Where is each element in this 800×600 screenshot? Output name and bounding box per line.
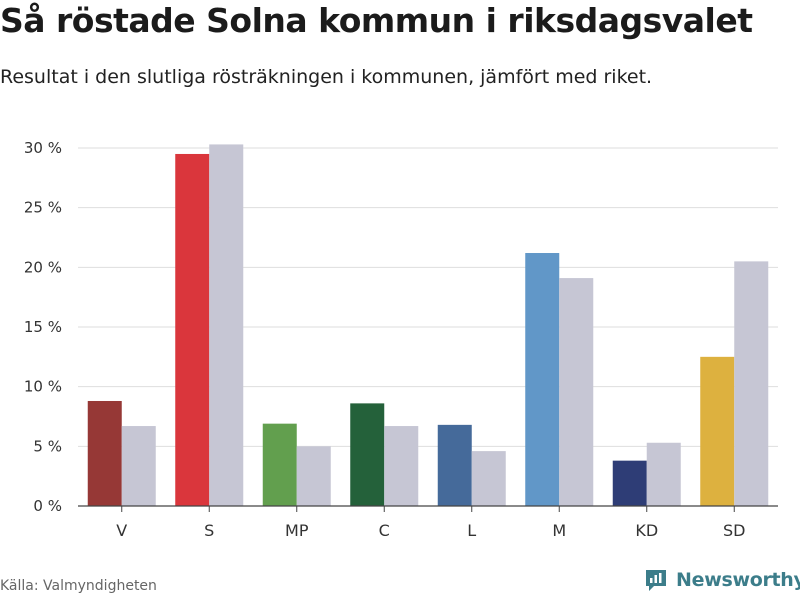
page-title: Så röstade Solna kommun i riksdagsvalet [0, 1, 753, 40]
x-tick-label: SD [723, 521, 745, 540]
brand-name: Newsworthy [676, 569, 800, 591]
bar-kommun-sd[interactable] [700, 356, 735, 506]
x-tick-label: M [552, 521, 566, 540]
bar-kommun-m[interactable] [525, 253, 560, 506]
y-tick-label: 15 % [24, 318, 62, 336]
bar-kommun-kd[interactable] [612, 460, 647, 506]
brand-logo[interactable]: Newsworthy [644, 568, 800, 592]
y-tick-label: 25 % [24, 199, 62, 217]
bar-riket-m[interactable] [559, 278, 594, 506]
bar-kommun-mp[interactable] [262, 423, 297, 506]
x-tick-label: S [204, 521, 214, 540]
y-tick-label: 10 % [24, 378, 62, 396]
chart-axis: 0 % 5 % 10 % 15 % 20 % 25 % 30 % V S MP C L M KD SD [24, 139, 778, 540]
x-tick-label: KD [635, 521, 658, 540]
chart-bars [87, 144, 769, 507]
chart-subtitle: Resultat i den slutliga rösträkningen i … [0, 66, 653, 88]
bar-kommun-s[interactable] [175, 153, 210, 506]
y-tick-label: 0 % [33, 497, 62, 515]
bar-kommun-c[interactable] [350, 403, 385, 506]
newsworthy-logo-icon [646, 570, 666, 591]
bar-riket-c[interactable] [384, 426, 419, 506]
y-tick-label: 5 % [33, 437, 62, 455]
x-tick-label: L [467, 521, 476, 540]
bar-riket-sd[interactable] [734, 261, 769, 506]
bar-chart: 0 % 5 % 10 % 15 % 20 % 25 % 30 % V S MP C L M KD SD [24, 139, 778, 540]
bar-riket-v[interactable] [121, 426, 156, 506]
bar-riket-s[interactable] [209, 144, 244, 507]
source-note: Källa: Valmyndigheten [0, 578, 157, 594]
bar-riket-mp[interactable] [296, 446, 331, 506]
y-tick-label: 20 % [24, 258, 62, 276]
y-tick-label: 30 % [24, 139, 62, 157]
bar-riket-l[interactable] [471, 451, 506, 506]
bar-riket-kd[interactable] [646, 442, 681, 506]
x-tick-label: MP [285, 521, 309, 540]
x-tick-label: C [379, 521, 390, 540]
x-tick-label: V [116, 521, 127, 540]
bar-kommun-l[interactable] [437, 424, 472, 506]
bar-kommun-v[interactable] [87, 400, 122, 506]
